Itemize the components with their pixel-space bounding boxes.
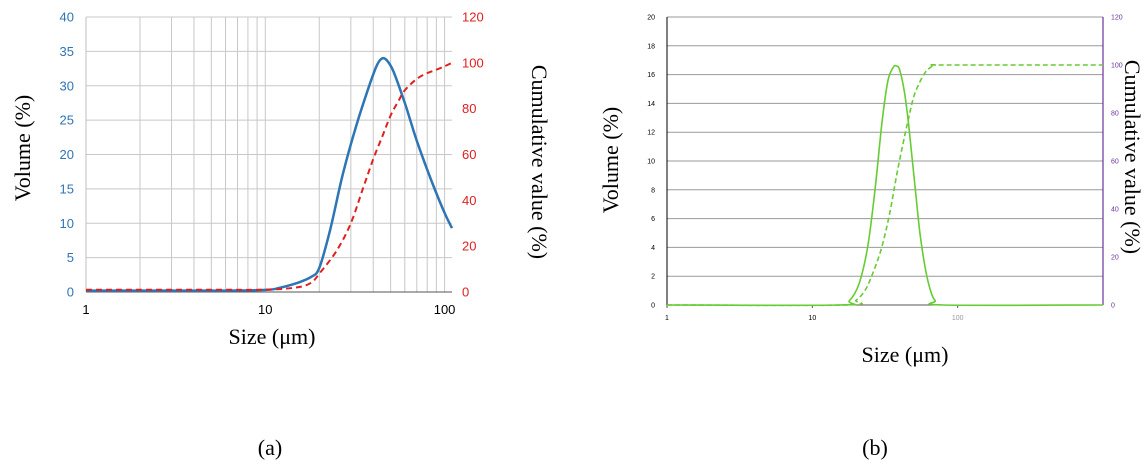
y-tick-label: 18 [647, 43, 655, 50]
y-tick-label: 25 [60, 113, 74, 128]
y-tick-label: 16 [647, 72, 655, 79]
y-tick-label: 35 [60, 44, 74, 59]
y-tick-label: 15 [60, 181, 74, 196]
panel-b-y2label: Cumulative value (%) [1120, 60, 1145, 254]
volume-series-line [85, 56, 454, 292]
panel-a-y2label: Cumulative value (%) [527, 65, 552, 259]
y-tick-label: 2 [651, 274, 655, 281]
y2-tick-label: 120 [1111, 14, 1123, 21]
x-tick-label: 1 [665, 315, 669, 322]
y2-tick-label: 100 [462, 55, 484, 70]
y2-tick-label: 40 [1111, 206, 1119, 213]
panel-b-xlabel: Size (μm) [862, 342, 949, 367]
y2-tick-label: 0 [462, 285, 469, 300]
y-tick-label: 10 [647, 158, 655, 165]
x-tick-label: 10 [808, 315, 816, 322]
volume-series-line [666, 64, 1104, 307]
cumulative-series-line [666, 64, 1103, 307]
panel-a-label: (a) [258, 435, 282, 460]
x-tick-label: 1 [82, 302, 89, 317]
y-tick-label: 10 [60, 216, 74, 231]
panel-b: Volume (%) Cumulative value (%) Size (μm… [598, 60, 1145, 460]
panel-a-ylabel: Volume (%) [10, 95, 35, 202]
x-tick-label: 10 [258, 302, 272, 317]
panel-a-xlabel: Size (μm) [229, 324, 316, 349]
y2-tick-label: 60 [1111, 158, 1119, 165]
y-tick-label: 8 [651, 187, 655, 194]
y2-tick-label: 60 [462, 147, 476, 162]
y2-tick-label: 80 [462, 101, 476, 116]
y-tick-label: 4 [651, 245, 655, 252]
y-tick-label: 14 [647, 101, 655, 108]
x-tick-label: 100 [952, 315, 964, 322]
y-tick-label: 20 [60, 147, 74, 162]
y2-tick-label: 40 [462, 193, 476, 208]
y-tick-label: 0 [651, 302, 655, 309]
y-tick-label: 5 [67, 250, 74, 265]
panel-b-label: (b) [862, 435, 888, 460]
y2-tick-label: 20 [462, 239, 476, 254]
y2-tick-label: 20 [1111, 254, 1119, 261]
y-tick-label: 6 [651, 216, 655, 223]
y-tick-label: 0 [67, 285, 74, 300]
panel-b-ylabel: Volume (%) [598, 107, 623, 214]
cumulative-series-line [85, 61, 453, 291]
y2-tick-label: 120 [462, 10, 484, 25]
y2-tick-label: 100 [1111, 62, 1123, 69]
y-tick-label: 40 [60, 10, 74, 25]
y2-tick-label: 0 [1111, 302, 1115, 309]
y-tick-label: 20 [647, 14, 655, 21]
y-tick-label: 30 [60, 78, 74, 93]
x-tick-label: 100 [434, 302, 456, 317]
y2-tick-label: 80 [1111, 110, 1119, 117]
panel-a: Volume (%) Cumulative value (%) Size (μm… [10, 65, 552, 460]
y-tick-label: 12 [647, 130, 655, 137]
